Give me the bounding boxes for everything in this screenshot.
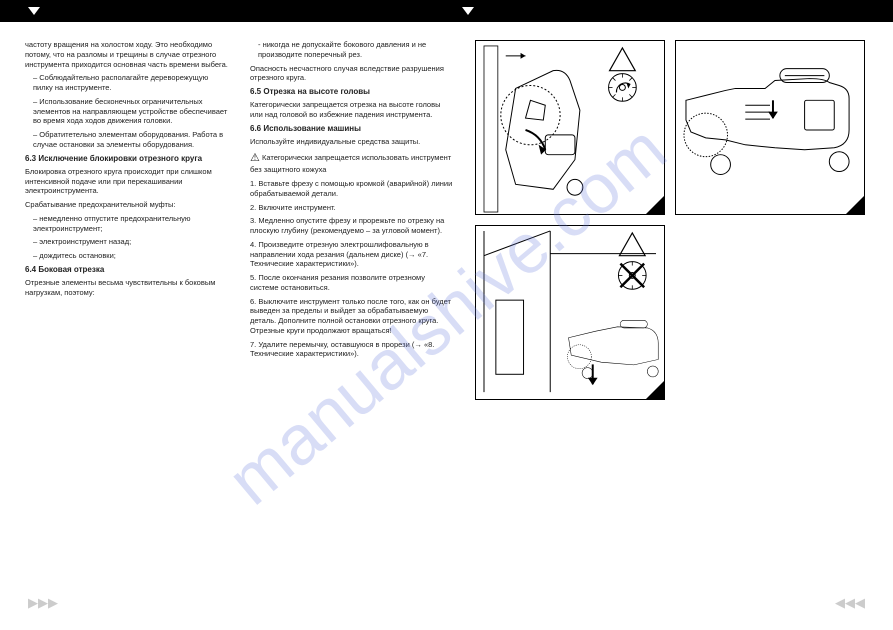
figure-b <box>675 40 865 215</box>
text-block: – немедленно отпустите предохранительную… <box>25 214 230 234</box>
text-block: Категорически запрещается отрезка на выс… <box>250 100 455 120</box>
nav-triangle-mid[interactable] <box>462 7 474 15</box>
section-heading: 6.6 Использование машины <box>250 124 455 134</box>
nav-prev-button[interactable]: ◀◀◀ <box>835 595 865 612</box>
text-block: Блокировка отрезного круга происходит пр… <box>25 167 230 196</box>
text-block: 6. Выключите инструмент только после тог… <box>250 297 455 336</box>
nav-next-button[interactable]: ▶▶▶ <box>28 595 58 612</box>
text-block: Используйте индивидуальные средства защи… <box>250 137 455 147</box>
text-block: Опасность несчастного случая вследствие … <box>250 64 455 84</box>
text-block: – Обратитетельно элементам оборудования.… <box>25 130 230 150</box>
text-block: Отрезные элементы весьма чувствительны к… <box>25 278 230 298</box>
column-2: - никогда не допускайте бокового давлени… <box>250 40 455 570</box>
figures-area <box>475 40 868 570</box>
page-content: частоту вращения на холостом ходу. Это н… <box>0 40 893 570</box>
section-heading: 6.5 Отрезка на высоте головы <box>250 87 455 97</box>
diagram-wall-corner-cut <box>476 226 664 399</box>
diagram-tool-against-wall <box>476 41 664 214</box>
text-block: - никогда не допускайте бокового давлени… <box>250 40 455 60</box>
section-heading: 6.3 Исключение блокировки отрезного круг… <box>25 154 230 164</box>
figure-corner-marker <box>646 196 664 214</box>
figure-corner-marker <box>846 196 864 214</box>
text-block: – Соблюдайтельно располагайте дереворежу… <box>25 73 230 93</box>
text-block: 3. Медленно опустите фрезу и прорежьте п… <box>250 216 455 236</box>
warning-icon: ⚠ <box>250 151 260 165</box>
text-block: 5. После окончания резания позволите отр… <box>250 273 455 293</box>
text-block: 1. Вставьте фрезу с помощью кромкой (ава… <box>250 179 455 199</box>
text-block: 4. Произведите отрезную электрошлифоваль… <box>250 240 455 269</box>
warning-label: ⚠ Категорически запрещается использовать… <box>250 151 455 175</box>
column-1: частоту вращения на холостом ходу. Это н… <box>25 40 230 570</box>
text-block: – дождитесь остановки; <box>25 251 230 261</box>
text-block: 7. Удалите перемычку, оставшуюся в проре… <box>250 340 455 360</box>
warning-text: Категорически запрещается использовать и… <box>250 153 451 174</box>
text-block: – электроинструмент назад; <box>25 237 230 247</box>
text-block: – Использование бесконечных ограничитель… <box>25 97 230 126</box>
figure-c <box>475 225 665 400</box>
text-block: частоту вращения на холостом ходу. Это н… <box>25 40 230 69</box>
figure-corner-marker <box>646 381 664 399</box>
text-block: 2. Включите инструмент. <box>250 203 455 213</box>
figure-a <box>475 40 665 215</box>
header-bar <box>0 0 893 22</box>
nav-triangle-left[interactable] <box>28 7 40 15</box>
diagram-tool-side-view <box>676 41 864 214</box>
section-heading: 6.4 Боковая отрезка <box>25 265 230 275</box>
text-block: Срабатывание предохранительной муфты: <box>25 200 230 210</box>
